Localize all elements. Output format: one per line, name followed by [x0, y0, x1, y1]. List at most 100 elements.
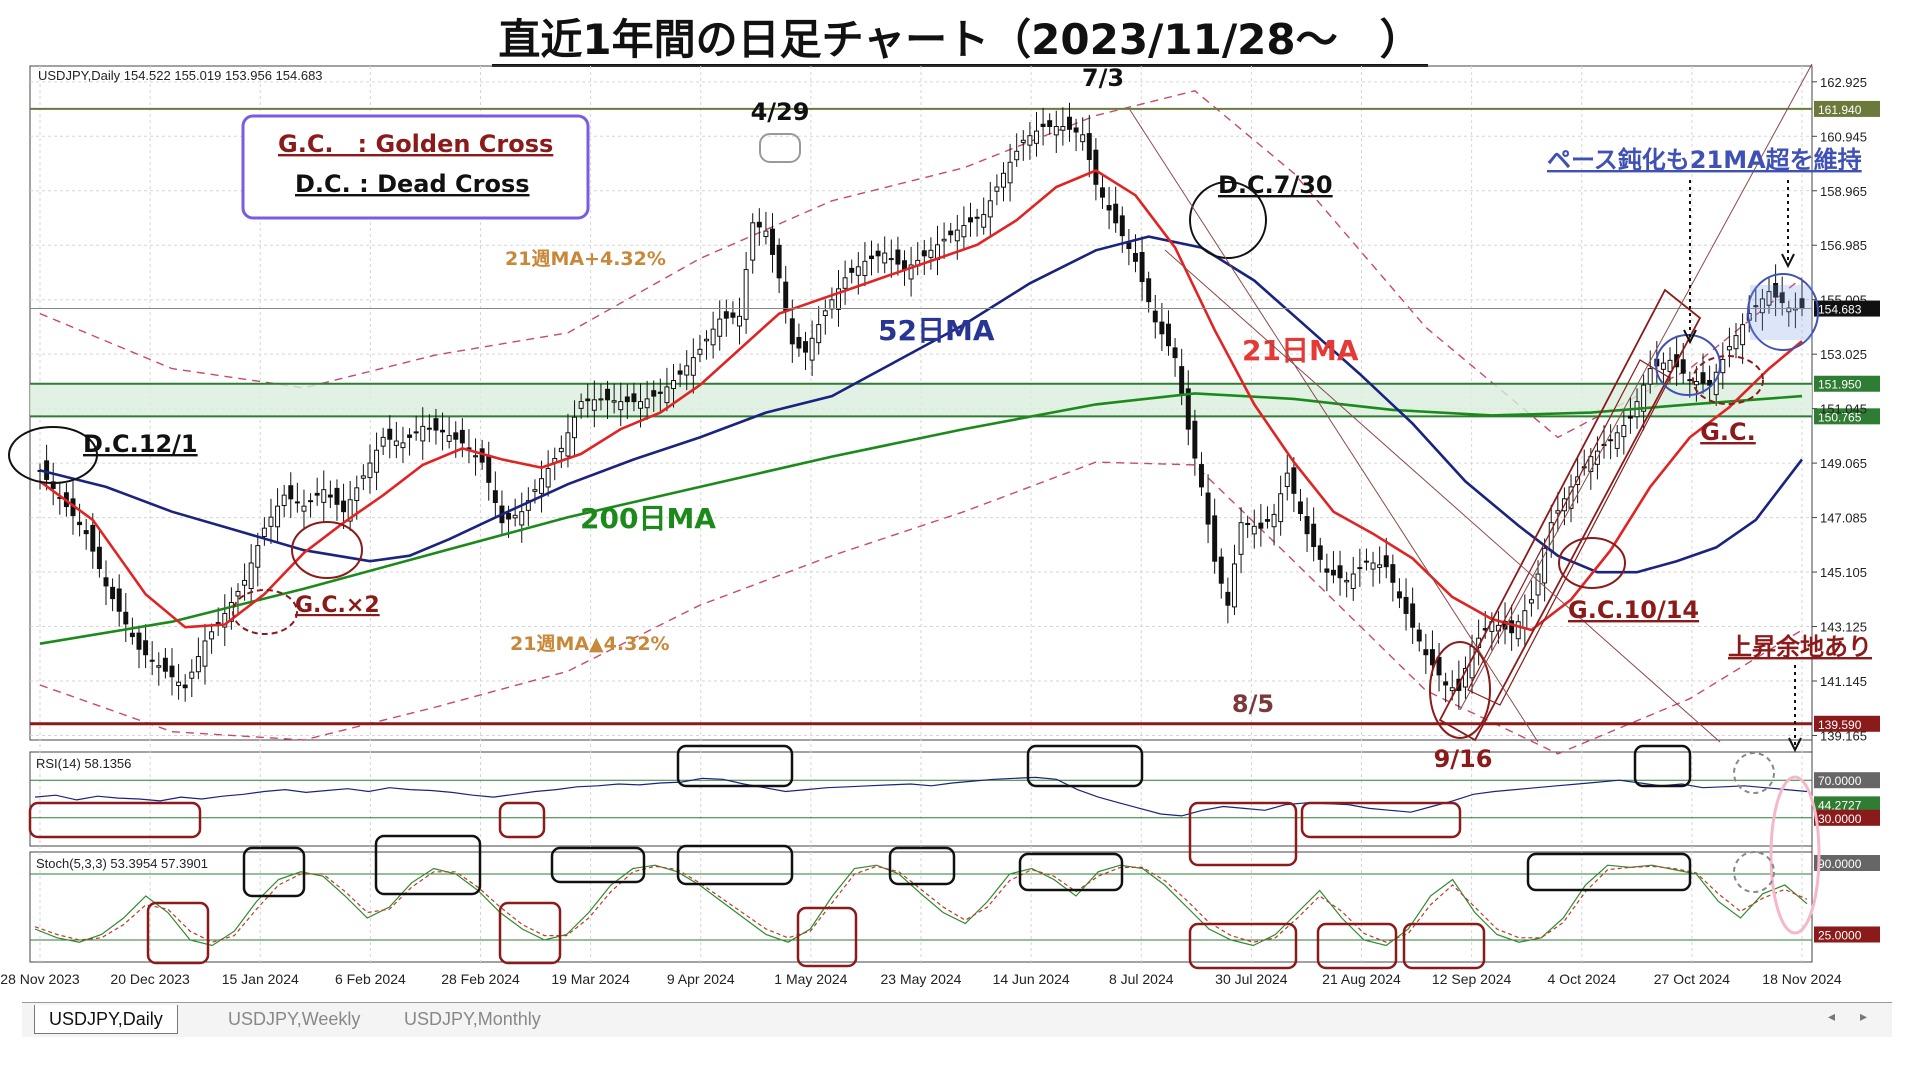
candle-body [1462, 667, 1468, 688]
candle-body [671, 380, 677, 390]
stoch-d-line [34, 865, 1808, 943]
band-lower-label: 21週MA▲4.32% [510, 633, 670, 655]
chart-canvas: 161.940 151.950 150.765 139.590 162.925 160.… [0, 63, 1880, 987]
candle-body [842, 277, 848, 289]
candle-body [644, 398, 650, 409]
current-price-tag [1814, 300, 1880, 317]
candle-body [308, 500, 314, 503]
candle-body [189, 671, 195, 679]
stoch-latest-dashed-circle [1733, 851, 1775, 893]
candle-body [1198, 464, 1204, 488]
rsi-box-7 [1633, 744, 1692, 788]
candle-body [400, 442, 406, 449]
gc-circle-2 [232, 589, 298, 635]
candle-body [486, 455, 492, 483]
candle-body [1311, 523, 1317, 548]
candle-body [420, 425, 426, 442]
candle-body [123, 611, 129, 625]
ma52-label: 52日MA [878, 314, 995, 347]
candle-body [215, 622, 221, 625]
candle-body [380, 436, 386, 447]
candle-body [572, 416, 578, 439]
candle-body [1337, 565, 1343, 579]
candle-body [1687, 379, 1693, 382]
date-axis: 28 Nov 2023 20 Dec 2023 15 Jan 2024 6 Feb 2… [0, 971, 1842, 987]
aug5-label: 8/5 [1232, 690, 1274, 718]
candle-body [1641, 384, 1647, 412]
tab-usdjpy-monthly[interactable]: USDJPY,Monthly [404, 1009, 541, 1029]
candle-body [1245, 522, 1251, 526]
candle-body [1284, 472, 1290, 488]
candle-body [1647, 368, 1653, 385]
price-tick-label: 162.925 [1820, 75, 1867, 90]
pace-circle-1 [1655, 334, 1721, 396]
candle-body [116, 588, 122, 612]
candle-body [426, 427, 432, 430]
downtrend-line-2 [1164, 249, 1721, 743]
candle-body [202, 640, 208, 667]
candle-body [222, 612, 228, 628]
candle-body [836, 288, 841, 310]
candle-body [1192, 420, 1198, 459]
rsi-header: RSI(14) 58.1356 [36, 756, 131, 771]
candle-body [558, 447, 564, 453]
candle-body [855, 266, 861, 276]
candle-body [1324, 568, 1330, 573]
candle-body [360, 475, 366, 479]
gc-latest-label: G.C. [1700, 418, 1756, 446]
rsi-box-6 [1300, 801, 1462, 839]
candle-body [1377, 564, 1383, 568]
candle-body [341, 500, 347, 513]
candle-body [1060, 126, 1066, 131]
stoch-tick-label: 90.0000 [1818, 857, 1862, 871]
candle-body [1067, 116, 1072, 130]
price-tick-label: 156.985 [1820, 238, 1867, 253]
candle-body [110, 586, 116, 600]
candle-body [1264, 519, 1270, 522]
rsi-box-2 [498, 801, 546, 839]
stoch-box-5 [550, 846, 646, 884]
candle-body [1449, 687, 1455, 692]
price-tick-label: 160.945 [1820, 129, 1867, 144]
tab-usdjpy-daily[interactable]: USDJPY,Daily [34, 1005, 178, 1034]
candle-body [1126, 242, 1132, 249]
candle-body [928, 249, 934, 258]
stoch-box-9 [1018, 852, 1124, 892]
date-tick-label: 21 Aug 2024 [1322, 971, 1401, 987]
candle-body [783, 281, 789, 312]
dc-12-1-circle [8, 426, 98, 484]
candle-body [1779, 292, 1785, 304]
apr29-marker [759, 133, 801, 163]
candle-body [1522, 610, 1528, 629]
candle-body [1205, 492, 1211, 525]
ma52-line [39, 235, 1804, 574]
tab-usdjpy-weekly[interactable]: USDJPY,Weekly [228, 1009, 361, 1029]
candle-body [209, 631, 215, 640]
date-tick-label: 14 Jun 2024 [993, 971, 1070, 987]
sep16-label: 9/16 [1434, 745, 1493, 773]
candle-body [1614, 432, 1620, 449]
candle-body [770, 228, 775, 255]
candle-body [657, 391, 663, 394]
candle-body [156, 665, 162, 668]
candle-body [1443, 681, 1449, 686]
candle-body [591, 399, 597, 411]
candle-body [954, 229, 960, 242]
upside-ellipse [1769, 775, 1821, 935]
pace-arrowhead-1 [1683, 329, 1697, 345]
candle-body [1099, 187, 1105, 198]
candle-body [829, 299, 835, 310]
candle-body [723, 311, 729, 319]
candle-body [1304, 516, 1310, 535]
price-tick-label: 145.105 [1820, 565, 1867, 580]
candle-body [1528, 599, 1534, 604]
rsi-tag [1814, 772, 1880, 789]
candle-body [704, 338, 710, 342]
candle-body [413, 431, 419, 434]
scroll-right-icon[interactable]: ▸ [1860, 1009, 1868, 1025]
scroll-left-icon[interactable]: ◂ [1828, 1009, 1836, 1025]
candle-body [585, 398, 591, 402]
candle-body [506, 512, 512, 520]
candle-body [1291, 467, 1297, 494]
